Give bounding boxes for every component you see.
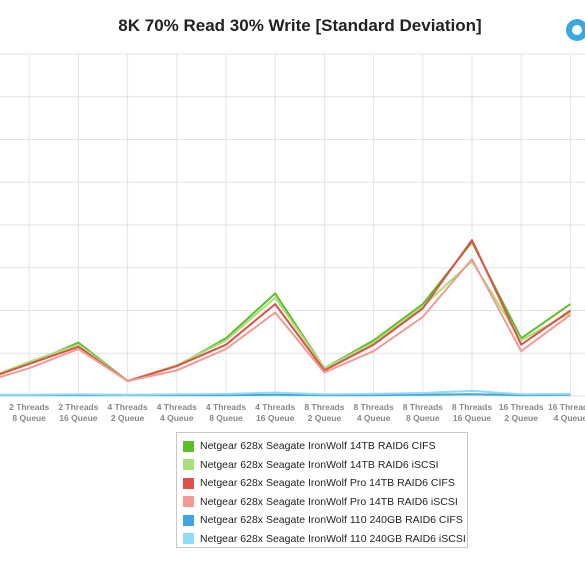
x-tick-label: 16 Queue xyxy=(59,413,98,423)
legend-item[interactable]: Netgear 628x Seagate IronWolf 14TB RAID6… xyxy=(177,456,467,475)
legend-swatch xyxy=(183,533,194,545)
x-tick-label: 2 Queue xyxy=(308,413,342,423)
legend-label: Netgear 628x Seagate IronWolf Pro 14TB R… xyxy=(200,477,455,490)
x-tick-label: 16 Queue xyxy=(453,413,492,423)
x-tick-label: 16 Queue xyxy=(256,413,295,423)
series-line-2[interactable] xyxy=(0,260,571,382)
x-tick-label: 8 Threads xyxy=(452,402,492,412)
x-tick-label: 8 Queue xyxy=(406,413,440,423)
x-tick-label: 16 Threads xyxy=(548,402,585,412)
gridlines xyxy=(0,53,585,397)
legend-label: Netgear 628x Seagate IronWolf 110 240GB … xyxy=(200,532,466,545)
legend-item[interactable]: Netgear 628x Seagate IronWolf Pro 14TB R… xyxy=(177,493,467,512)
x-tick-label: 4 Threads xyxy=(206,402,246,412)
x-tick-label: 2 Threads xyxy=(9,402,49,412)
series-line-4[interactable] xyxy=(0,258,571,383)
chart-title: 8K 70% Read 30% Write [Standard Deviatio… xyxy=(118,16,482,35)
x-tick-label: 2 Threads xyxy=(58,402,98,412)
series-lines xyxy=(0,239,571,397)
legend-item[interactable]: Netgear 628x Seagate IronWolf 14TB RAID6… xyxy=(177,437,467,456)
x-tick-label: 8 Threads xyxy=(354,402,394,412)
x-tick-label: 16 Threads xyxy=(499,402,544,412)
x-tick-label: 8 Threads xyxy=(403,402,443,412)
legend-item[interactable]: Netgear 628x Seagate IronWolf Pro 14TB R… xyxy=(177,474,467,493)
x-tick-label: 4 Threads xyxy=(255,402,295,412)
x-tick-label: 4 Threads xyxy=(108,402,148,412)
x-tick-label: 4 Queue xyxy=(554,413,585,423)
x-tick-label: 4 Queue xyxy=(160,413,194,423)
legend-label: Netgear 628x Seagate IronWolf 14TB RAID6… xyxy=(200,458,439,471)
legend-item[interactable]: Netgear 628x Seagate IronWolf 110 240GB … xyxy=(177,530,467,549)
series-line-6[interactable] xyxy=(0,389,571,396)
x-tick-label: 8 Threads xyxy=(304,402,344,412)
legend-swatch xyxy=(183,496,194,508)
legend-swatch xyxy=(183,477,194,489)
legend-swatch xyxy=(183,440,194,452)
x-tick-label: 8 Queue xyxy=(12,413,46,423)
info-icon[interactable] xyxy=(566,19,585,41)
x-tick-label: 4 Threads xyxy=(157,402,197,412)
series-line-3[interactable] xyxy=(0,239,571,382)
legend-swatch xyxy=(183,514,194,526)
x-tick-label: 2 Queue xyxy=(504,413,538,423)
legend-swatch xyxy=(183,459,194,471)
x-tick-label: 8 Queue xyxy=(209,413,243,423)
legend-item[interactable]: Netgear 628x Seagate IronWolf 110 240GB … xyxy=(177,511,467,530)
x-tick-label: 4 Queue xyxy=(357,413,391,423)
x-tick-label: 2 Queue xyxy=(111,413,145,423)
legend: Netgear 628x Seagate IronWolf 14TB RAID6… xyxy=(176,432,468,548)
legend-label: Netgear 628x Seagate IronWolf Pro 14TB R… xyxy=(200,495,458,508)
legend-label: Netgear 628x Seagate IronWolf 14TB RAID6… xyxy=(200,440,436,453)
legend-label: Netgear 628x Seagate IronWolf 110 240GB … xyxy=(200,514,463,527)
